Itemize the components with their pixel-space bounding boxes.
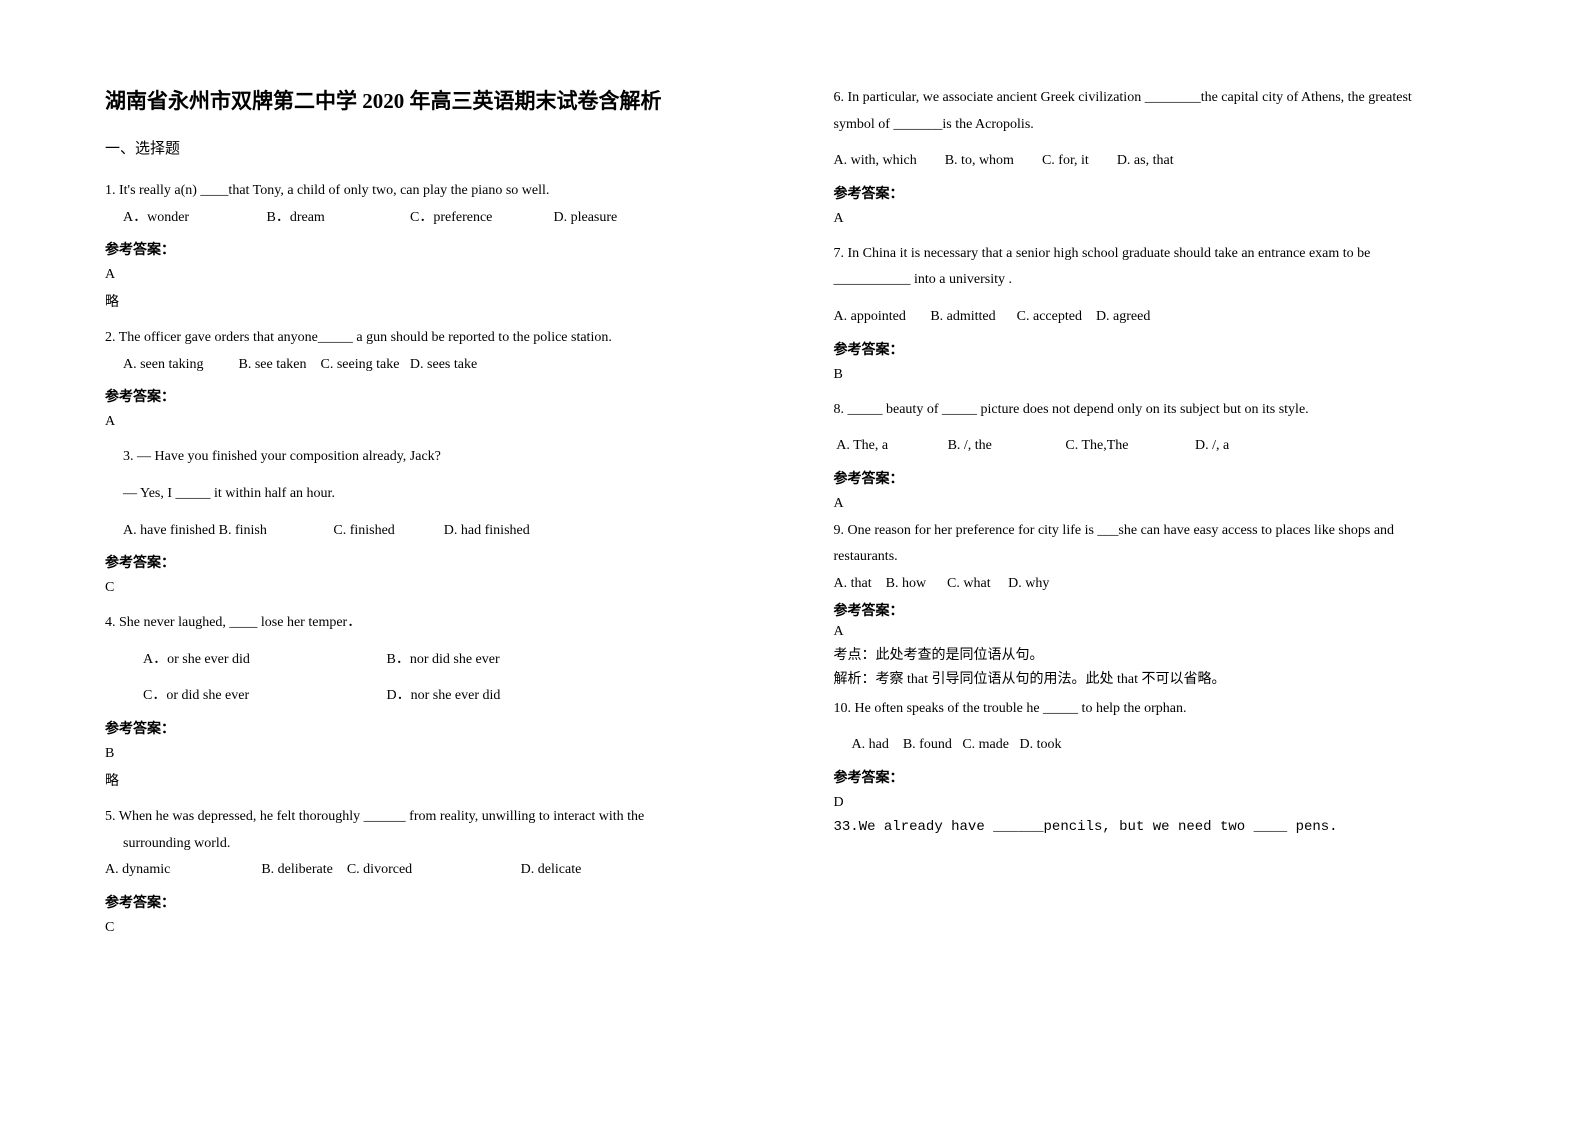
question-line1: 3. — Have you finished your composition … <box>105 444 789 471</box>
answer-value: A <box>105 267 789 283</box>
question-options: A. appointed B. admitted C. accepted D. … <box>834 304 1518 331</box>
question-options: A．wonder B．dream C．preference D. pleasur… <box>105 205 789 232</box>
question-options: A. with, which B. to, whom C. for, it D.… <box>834 148 1518 175</box>
answer-label: 参考答案： <box>834 339 1518 359</box>
answer-label: 参考答案： <box>834 183 1518 203</box>
answer-value: A <box>834 496 1518 512</box>
question-line2: ___________ into a university . <box>834 267 1518 294</box>
answer-note: 略 <box>105 770 789 790</box>
page-container: 湖南省永州市双牌第二中学 2020 年高三英语期末试卷含解析 一、选择题 1. … <box>105 85 1517 950</box>
question-3: 3. — Have you finished your composition … <box>105 444 789 596</box>
question-1: 1. It's really a(n) ____that Tony, a chi… <box>105 178 789 311</box>
option-b: B．nor did she ever <box>387 647 500 674</box>
answer-label: 参考答案： <box>105 892 789 912</box>
question-line2: — Yes, I _____ it within half an hour. <box>105 481 789 508</box>
question-options: A. dynamic B. deliberate C. divorced D. … <box>105 857 789 884</box>
answer-note: 略 <box>105 291 789 311</box>
answer-label: 参考答案： <box>834 600 1518 620</box>
option-c: C．preference <box>410 205 550 232</box>
answer-note2: 解析：考察 that 引导同位语从句的用法。此处 that 不可以省略。 <box>834 668 1518 688</box>
section-heading: 一、选择题 <box>105 137 789 158</box>
question-options-row1: A．or she ever did B．nor did she ever <box>105 647 789 674</box>
question-line2: restaurants. <box>834 544 1518 571</box>
option-a: A．wonder <box>123 205 263 232</box>
question-4: 4. She never laughed, ____ lose her temp… <box>105 610 789 790</box>
answer-label: 参考答案： <box>105 552 789 572</box>
question-options: A. had B. found C. made D. took <box>834 732 1518 759</box>
right-column: 6. In particular, we associate ancient G… <box>834 85 1518 950</box>
answer-note1: 考点：此处考查的是同位语从句。 <box>834 644 1518 664</box>
question-text: 4. She never laughed, ____ lose her temp… <box>105 610 789 637</box>
option-d: D．nor she ever did <box>387 683 501 710</box>
question-options: A. have finished B. finish C. finished D… <box>105 518 789 545</box>
question-options: A. that B. how C. what D. why <box>834 571 1518 598</box>
answer-value: B <box>834 367 1518 383</box>
answer-value: A <box>105 414 789 430</box>
question-options-row2: C．or did she ever D．nor she ever did <box>105 683 789 710</box>
answer-value: A <box>834 211 1518 227</box>
question-text: 8. _____ beauty of _____ picture does no… <box>834 397 1518 424</box>
document-title: 湖南省永州市双牌第二中学 2020 年高三英语期末试卷含解析 <box>105 85 789 115</box>
question-9: 9. One reason for her preference for cit… <box>834 518 1518 688</box>
question-line1: 7. In China it is necessary that a senio… <box>834 241 1518 268</box>
question-line1: 5. When he was depressed, he felt thorou… <box>105 804 789 831</box>
question-line2: symbol of _______is the Acropolis. <box>834 112 1518 139</box>
answer-label: 参考答案： <box>834 468 1518 488</box>
answer-value: C <box>105 920 789 936</box>
option-a: A．or she ever did <box>123 647 383 674</box>
option-b: B．dream <box>267 205 407 232</box>
question-options: A. seen taking B. see taken C. seeing ta… <box>105 352 789 379</box>
question-text: 2. The officer gave orders that anyone__… <box>105 325 789 352</box>
answer-label: 参考答案： <box>105 718 789 738</box>
question-33: 33.We already have ______pencils, but we… <box>834 819 1518 835</box>
answer-value: D <box>834 795 1518 811</box>
answer-value: A <box>834 624 1518 640</box>
question-6: 6. In particular, we associate ancient G… <box>834 85 1518 227</box>
question-options: A. The, a B. /, the C. The,The D. /, a <box>834 433 1518 460</box>
question-text: 33.We already have ______pencils, but we… <box>834 819 1518 835</box>
answer-value: B <box>105 746 789 762</box>
answer-label: 参考答案： <box>105 239 789 259</box>
answer-label: 参考答案： <box>834 767 1518 787</box>
answer-value: C <box>105 580 789 596</box>
question-2: 2. The officer gave orders that anyone__… <box>105 325 789 430</box>
option-d: D. pleasure <box>554 205 618 232</box>
question-text: 10. He often speaks of the trouble he __… <box>834 696 1518 723</box>
question-text: 1. It's really a(n) ____that Tony, a chi… <box>105 178 789 205</box>
option-c: C．or did she ever <box>123 683 383 710</box>
left-column: 湖南省永州市双牌第二中学 2020 年高三英语期末试卷含解析 一、选择题 1. … <box>105 85 789 950</box>
question-7: 7. In China it is necessary that a senio… <box>834 241 1518 383</box>
question-10: 10. He often speaks of the trouble he __… <box>834 696 1518 811</box>
question-line2: surrounding world. <box>105 831 789 858</box>
question-line1: 9. One reason for her preference for cit… <box>834 518 1518 545</box>
question-8: 8. _____ beauty of _____ picture does no… <box>834 397 1518 512</box>
answer-label: 参考答案： <box>105 386 789 406</box>
question-line1: 6. In particular, we associate ancient G… <box>834 85 1518 112</box>
question-5: 5. When he was depressed, he felt thorou… <box>105 804 789 936</box>
